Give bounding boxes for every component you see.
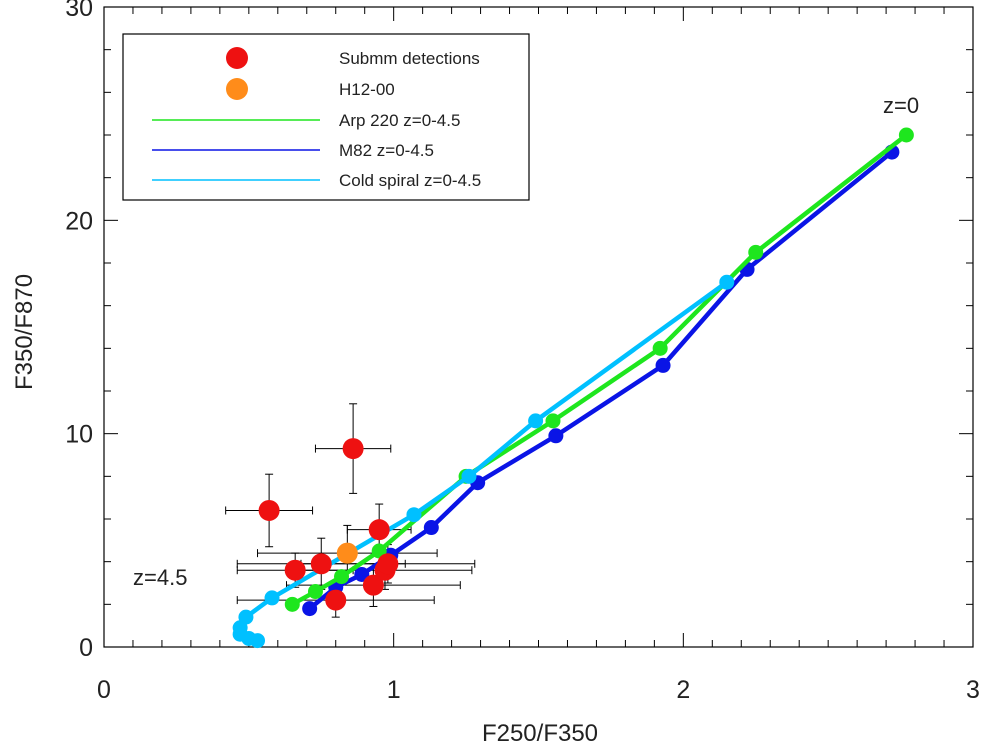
arp220-point	[652, 340, 668, 356]
detections-point	[258, 499, 280, 521]
cold_spiral-point	[264, 590, 280, 606]
x-tick-label: 2	[676, 676, 690, 704]
arp220-point	[748, 244, 764, 260]
detections-point	[284, 559, 306, 581]
arp220-point	[307, 584, 323, 600]
y-tick-label: 10	[65, 421, 93, 449]
legend-label-h12: H12-00	[339, 80, 395, 99]
m82-point	[423, 520, 439, 536]
arp220-point	[898, 127, 914, 143]
detections-point	[368, 519, 390, 541]
annotation-z45: z=4.5	[133, 565, 187, 590]
m82-line	[307, 149, 895, 611]
x-axis-title: F250/F350	[482, 720, 598, 745]
detections-point	[310, 553, 332, 575]
series-group	[225, 127, 914, 649]
cold_spiral-point	[238, 609, 254, 625]
m82-point	[548, 428, 564, 444]
x-tick-label: 0	[97, 676, 111, 704]
detections-point	[362, 574, 384, 596]
y-tick-label: 0	[79, 634, 93, 662]
legend-marker-detections	[226, 47, 248, 69]
cold_spiral-point	[719, 274, 735, 290]
arp220-point	[545, 413, 561, 429]
arp220-point	[334, 569, 350, 585]
h12-point	[336, 542, 358, 564]
legend: Submm detections H12-00 Arp 220 z=0-4.5 M82…	[122, 33, 530, 201]
x-tick-label: 1	[387, 676, 401, 704]
legend-label-detections: Submm detections	[339, 49, 480, 68]
y-tick-label: 30	[65, 0, 93, 22]
cold_spiral-point	[406, 507, 422, 523]
cold_spiral-point	[528, 413, 544, 429]
m82-point	[655, 357, 671, 373]
annotation-z0: z=0	[883, 93, 919, 118]
detections-point	[342, 438, 364, 460]
y-tick-label: 20	[65, 207, 93, 235]
legend-label-m82: M82 z=0-4.5	[339, 141, 434, 160]
m82-point	[302, 601, 318, 617]
legend-box	[122, 33, 530, 201]
legend-label-arp220: Arp 220 z=0-4.5	[339, 111, 460, 130]
y-axis-title: F350/F870	[11, 274, 38, 390]
detections-point	[325, 589, 347, 611]
cold_spiral-point	[461, 468, 477, 484]
labels-group: F250/F350 F350/F870 z=0 z=4.5	[11, 93, 919, 745]
legend-label-cold_spiral: Cold spiral z=0-4.5	[339, 171, 481, 190]
legend-marker-h12	[226, 78, 248, 100]
arp220-point	[284, 596, 300, 612]
x-tick-label: 3	[966, 676, 980, 704]
detections-point	[377, 553, 399, 575]
